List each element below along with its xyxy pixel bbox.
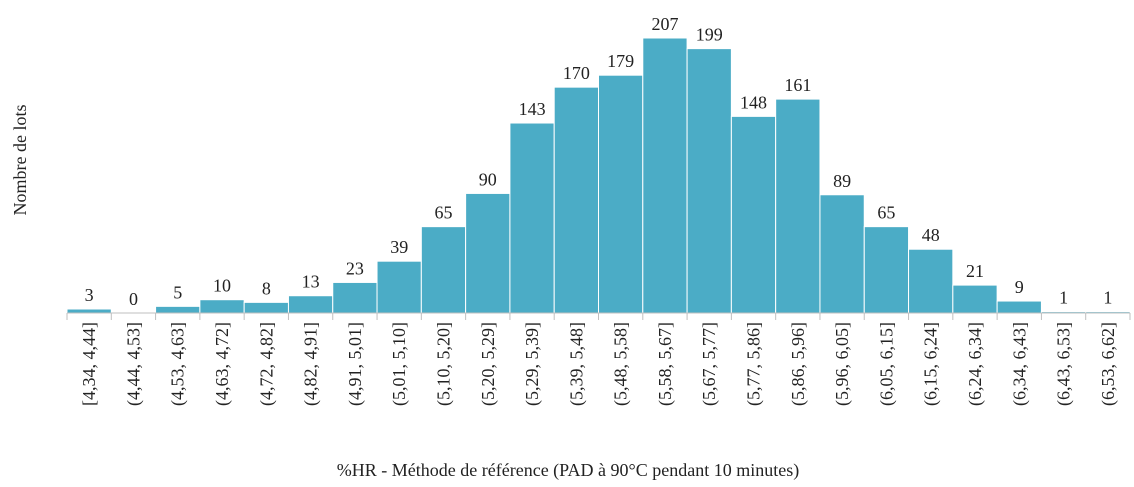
data-label: 65 (434, 203, 452, 223)
x-tick-label: (5,58, 5,67] (655, 322, 676, 406)
bar (730, 115, 777, 314)
data-label: 148 (740, 92, 767, 112)
bar (553, 86, 599, 314)
data-label: 1 (1059, 288, 1068, 308)
data-label: 89 (833, 171, 851, 191)
x-tick-label: (4,72, 4,82] (256, 322, 277, 406)
data-label: 161 (784, 75, 811, 95)
x-tick-label: (4,53, 4,63] (168, 322, 189, 406)
bar (287, 295, 334, 314)
data-label: 199 (696, 25, 723, 45)
data-label: 13 (302, 272, 320, 292)
bar (908, 248, 954, 314)
bar (155, 305, 201, 314)
data-label: 0 (129, 289, 138, 309)
data-label: 143 (519, 99, 546, 119)
data-label: 207 (651, 14, 678, 34)
data-label: 1 (1103, 288, 1112, 308)
bar (199, 299, 245, 314)
bar (819, 194, 865, 314)
data-label: 10 (213, 276, 231, 296)
x-tick-label: (4,44, 4,53] (123, 322, 144, 406)
data-label: 48 (922, 225, 940, 245)
bar (376, 260, 422, 314)
x-tick-label: (5,96, 6,05] (832, 322, 853, 406)
bar (952, 284, 998, 314)
x-tick-label: (5,77, 5,86] (744, 322, 765, 406)
data-label: 21 (966, 261, 984, 281)
x-tick-label: (6,24, 6,34] (965, 322, 986, 406)
x-tick-label: (6,53, 6,62] (1098, 322, 1119, 406)
x-tick-label: (5,20, 5,29] (478, 322, 499, 406)
bar (686, 48, 732, 314)
x-tick-label: (5,86, 5,96] (788, 322, 809, 406)
x-tick-label: (5,67, 5,77] (699, 322, 720, 406)
data-label: 65 (877, 203, 895, 223)
x-tick-label: (6,43, 6,53] (1054, 322, 1075, 406)
data-label: 90 (479, 169, 497, 189)
bar (642, 37, 688, 314)
x-tick-label: (5,01, 5,10] (389, 322, 410, 406)
x-tick-label: [4,34, 4,44] (79, 322, 99, 406)
x-tick-label: (4,63, 4,72] (212, 322, 233, 406)
x-tick-label: (6,15, 6,24] (921, 322, 942, 406)
bar (243, 301, 289, 314)
bar (996, 300, 1042, 314)
x-axis-label: %HR - Méthode de référence (PAD à 90°C p… (337, 460, 799, 481)
x-tick-label: (5,39, 5,48] (566, 322, 587, 406)
data-label: 179 (607, 51, 634, 71)
bar (332, 281, 378, 314)
data-label: 23 (346, 258, 364, 278)
x-tick-label: (6,34, 6,43] (1009, 322, 1030, 406)
data-label: 9 (1015, 277, 1024, 297)
x-tick-label: (5,48, 5,58] (611, 322, 632, 406)
data-label: 5 (173, 282, 182, 302)
bar (420, 226, 467, 314)
x-tick-label: (5,10, 5,20] (433, 322, 454, 406)
bar (863, 226, 910, 314)
data-label: 3 (85, 285, 94, 305)
bar (598, 74, 644, 314)
x-tick-label: (4,82, 4,91] (301, 322, 322, 406)
bar (775, 98, 821, 314)
bar (465, 192, 511, 314)
x-tick-label: (6,05, 6,15] (876, 322, 897, 406)
x-tick-label: (4,91, 5,01] (345, 322, 366, 406)
data-label: 39 (390, 237, 408, 257)
bar (509, 122, 555, 314)
data-label: 170 (563, 63, 590, 83)
bar (66, 308, 112, 314)
y-axis-label: Nombre de lots (10, 105, 30, 216)
x-tick-label: (5,29, 5,39] (522, 322, 543, 406)
data-label: 8 (262, 278, 271, 298)
